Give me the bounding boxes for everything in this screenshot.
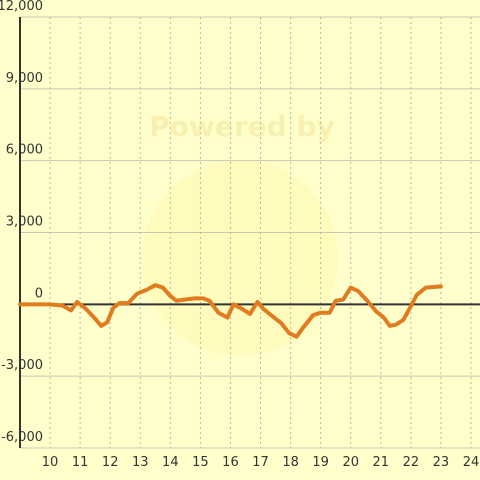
y-tick-label: -3,000 [1, 358, 43, 373]
y-tick-label: 9,000 [6, 71, 43, 86]
y-tick-label: 0 [35, 286, 43, 301]
x-tick-label: 10 [42, 455, 59, 470]
x-tick-label: 19 [312, 455, 329, 470]
x-tick-label: 18 [282, 455, 299, 470]
x-tick-label: 17 [252, 455, 269, 470]
y-tick-label: -6,000 [1, 430, 43, 445]
x-tick-label: 14 [162, 455, 179, 470]
y-tick-label: 6,000 [6, 143, 43, 158]
y-tick-label: 3,000 [6, 215, 43, 230]
x-tick-label: 13 [132, 455, 149, 470]
x-tick-label: 15 [192, 455, 209, 470]
x-tick-label: 23 [433, 455, 450, 470]
watermark-logo [142, 160, 338, 356]
x-tick-label: 24 [463, 455, 480, 470]
y-tick-label: 12,000 [0, 0, 43, 14]
watermark: Powered by [149, 110, 335, 143]
line [18, 283, 443, 339]
x-tick-label: 22 [403, 455, 420, 470]
x-tick-label: 11 [72, 455, 89, 470]
x-tick-label: 16 [222, 455, 239, 470]
x-tick-label: 20 [342, 455, 359, 470]
x-tick-label: 21 [373, 455, 390, 470]
x-tick-label: 12 [102, 455, 119, 470]
